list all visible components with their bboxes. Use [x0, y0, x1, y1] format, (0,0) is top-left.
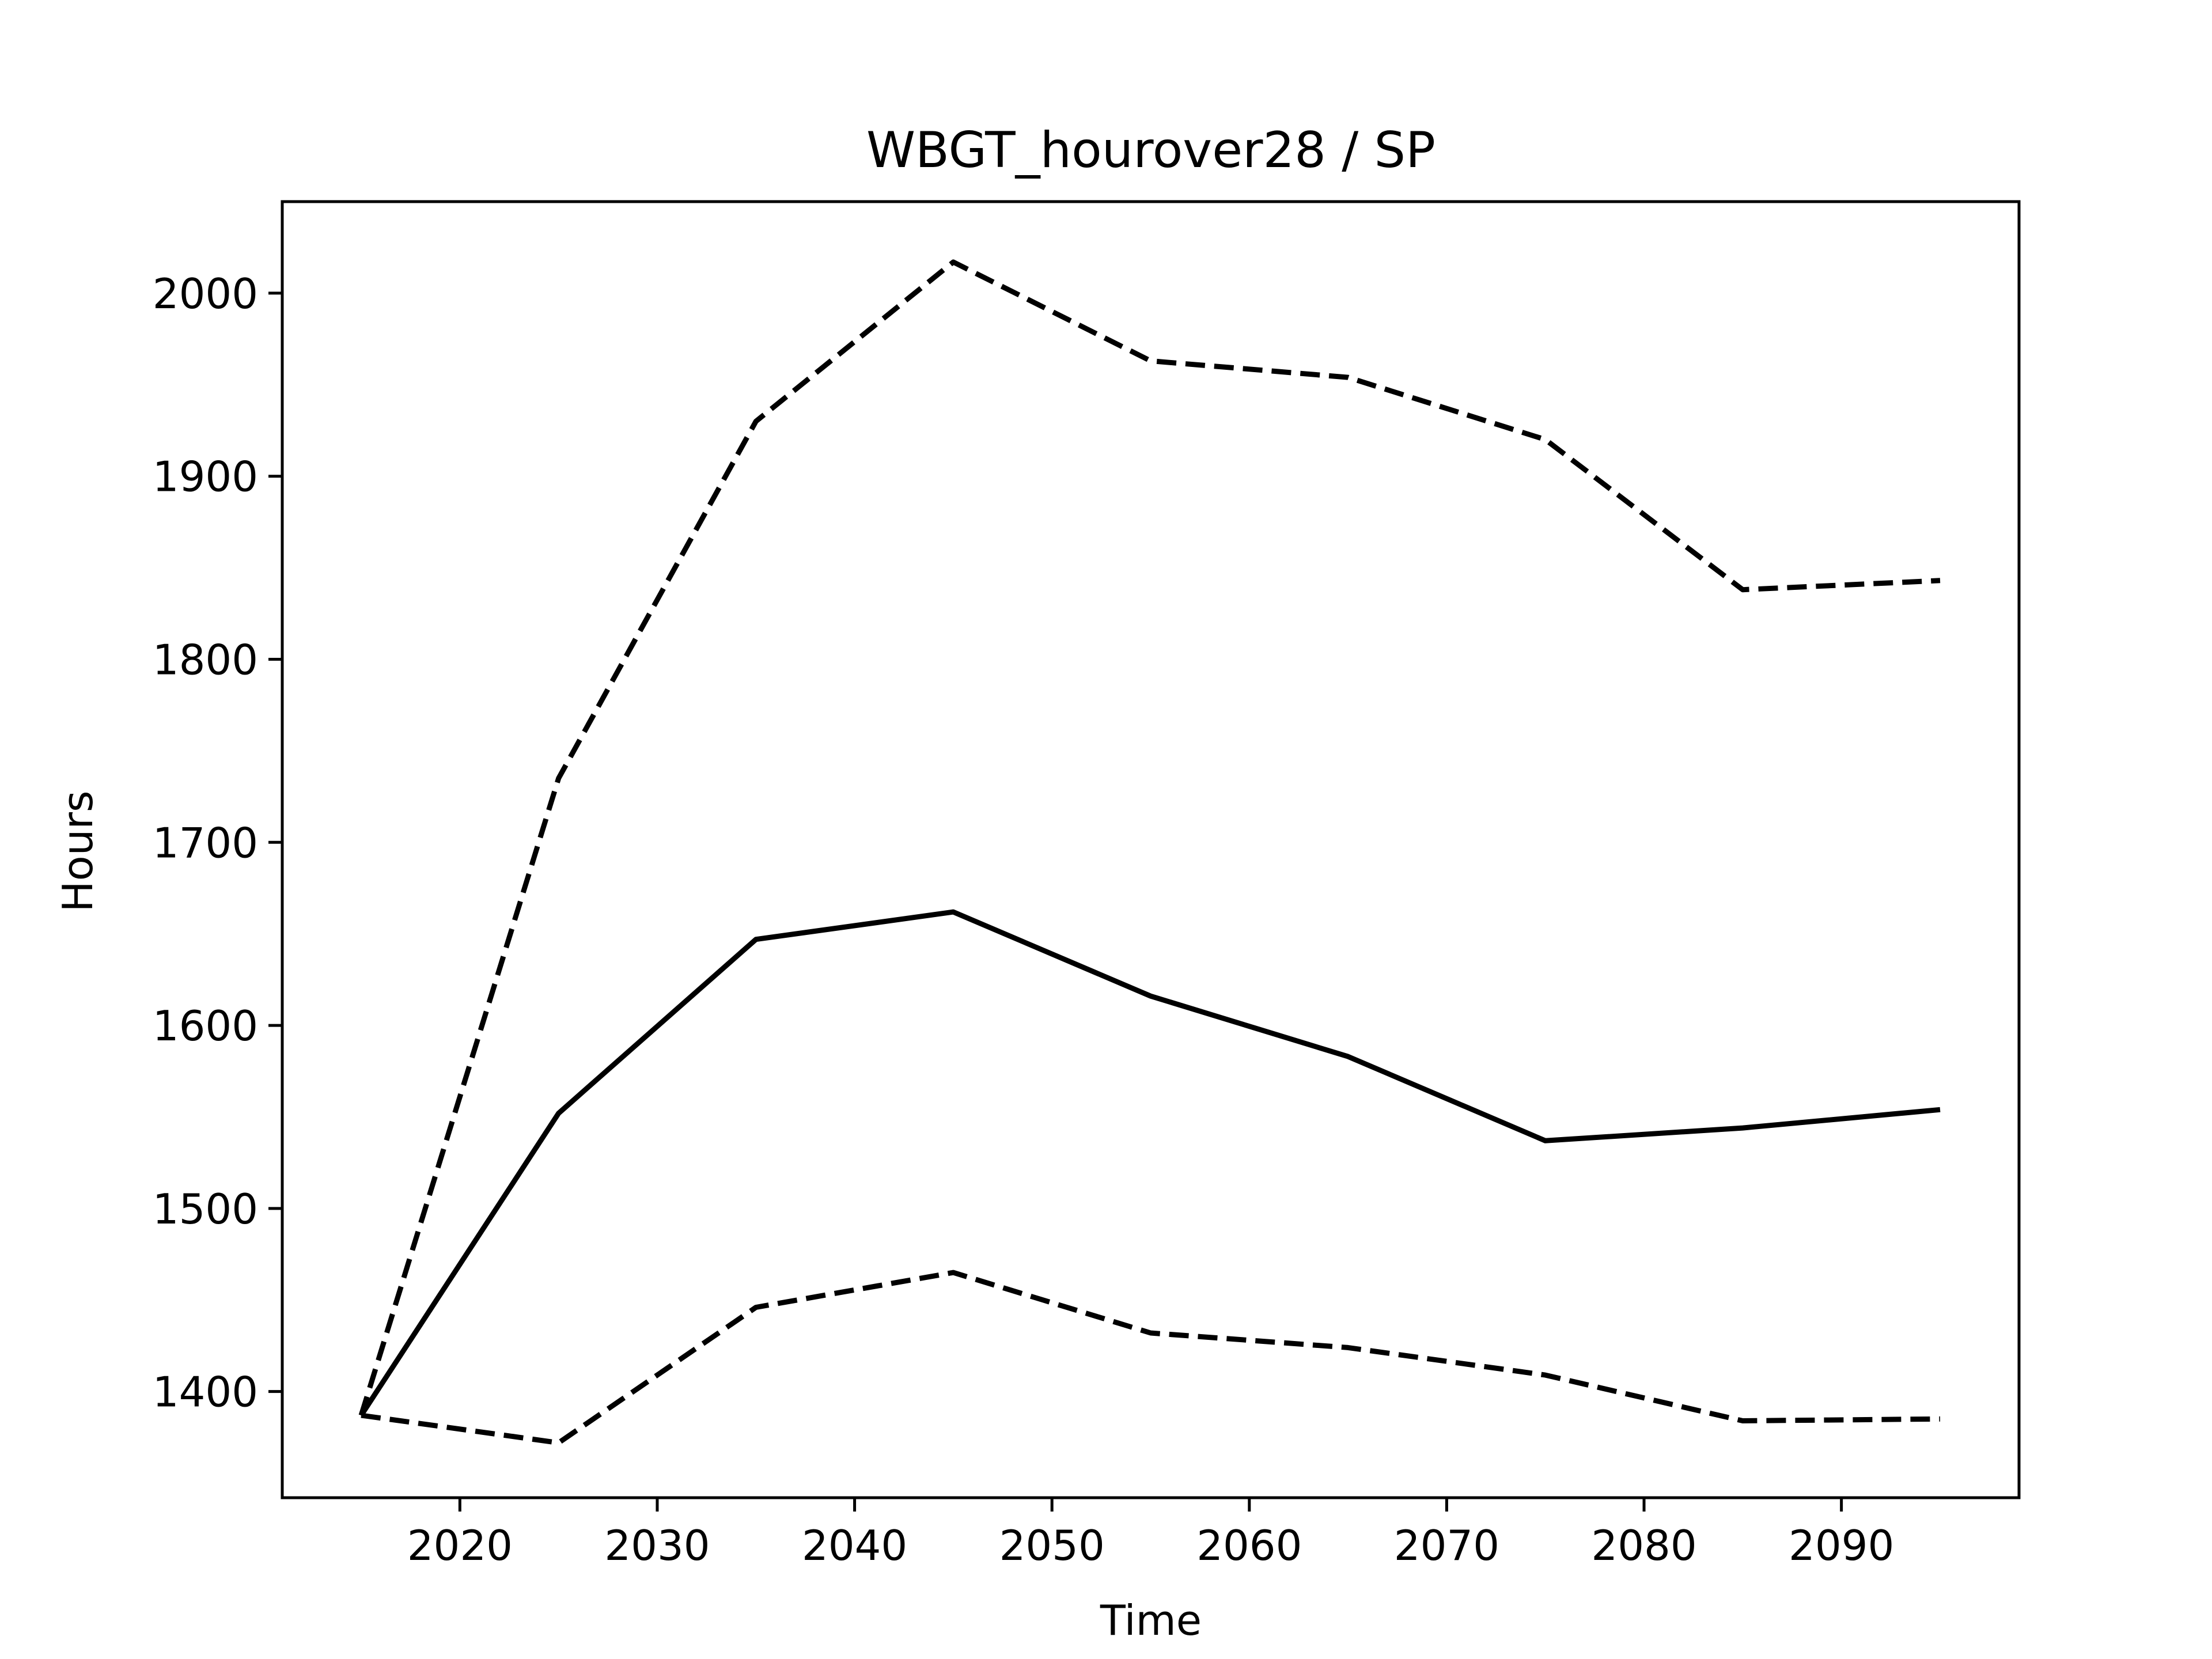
- x-axis-ticks: 2020 2030 2040 2050 2060 2070 2080 2090: [407, 1498, 1894, 1570]
- y-tick-label: 1400: [153, 1368, 258, 1416]
- x-tick-label: 2080: [1591, 1521, 1696, 1570]
- series-line-2-solid: [359, 909, 1941, 1417]
- x-tick-label: 2040: [802, 1521, 907, 1570]
- y-axis-ticks: 1400 1500 1600 1700 1800 1900 2000: [153, 270, 282, 1416]
- y-tick-label: 1700: [153, 819, 258, 867]
- x-tick-label: 2060: [1196, 1521, 1302, 1570]
- plot-frame: [281, 200, 2021, 1499]
- x-tick-label: 2030: [604, 1521, 710, 1570]
- x-tick-label: 2050: [999, 1521, 1105, 1570]
- y-tick-label: 1900: [153, 453, 258, 501]
- x-tick-label: 2090: [1789, 1521, 1894, 1570]
- x-axis-label: Time: [1100, 1596, 1202, 1645]
- series-line-3-dashed: [361, 1270, 1941, 1446]
- chart-title: WBGT_hourover28 / SP: [866, 122, 1435, 179]
- x-tick-label: 2070: [1394, 1521, 1499, 1570]
- x-tick-label: 2020: [407, 1521, 513, 1570]
- plot-lines: [358, 259, 1941, 1446]
- series-line-1-dashed: [358, 259, 1941, 1416]
- y-axis-label: Hours: [54, 791, 102, 912]
- y-tick-label: 2000: [153, 270, 258, 318]
- y-tick-label: 1600: [153, 1002, 258, 1050]
- y-tick-label: 1500: [153, 1185, 258, 1233]
- y-tick-label: 1800: [153, 635, 258, 684]
